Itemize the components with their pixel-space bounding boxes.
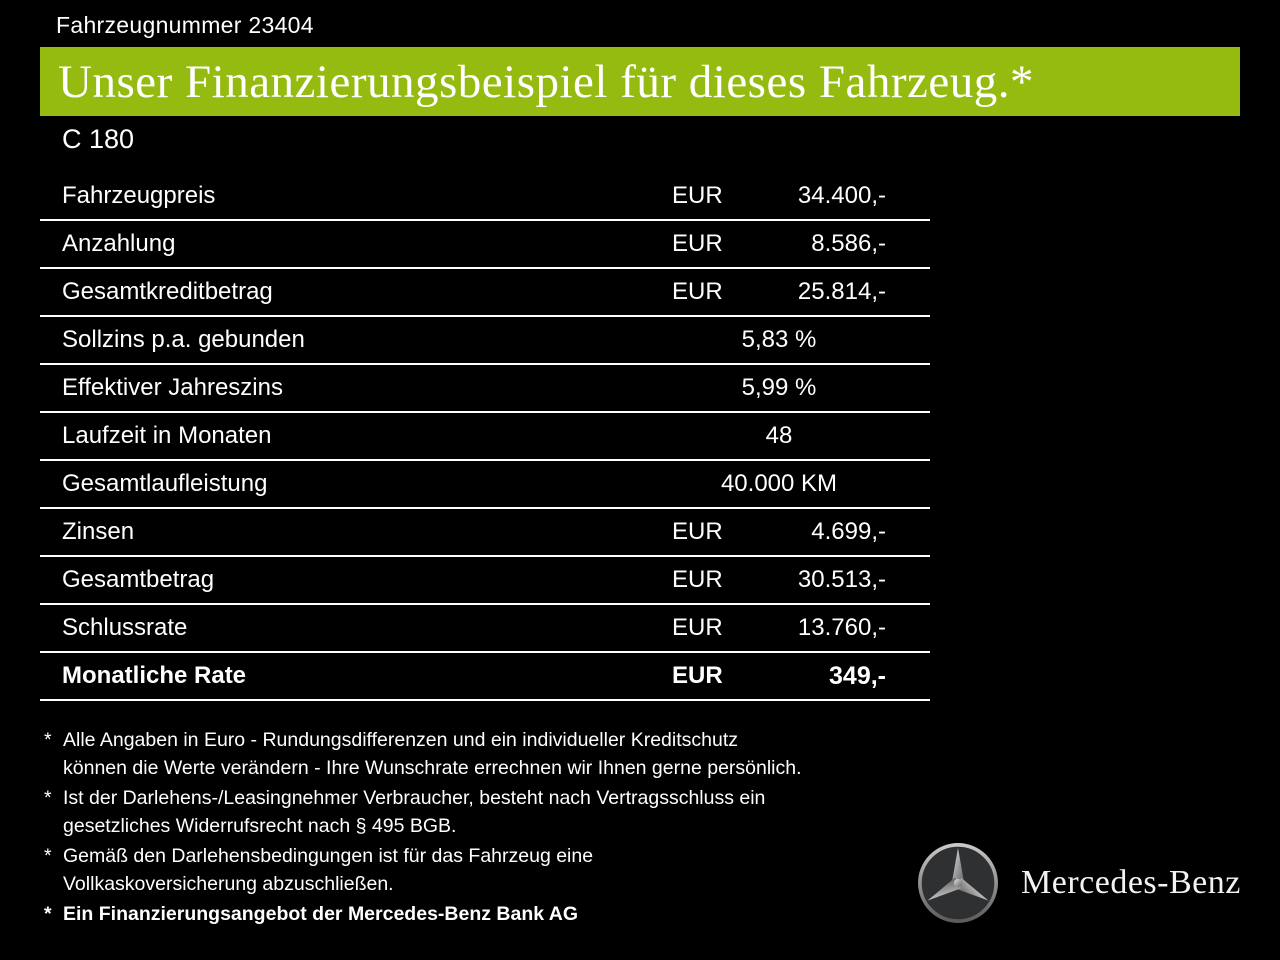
page-title: Unser Finanzierungsbeispiel für dieses F… [58, 55, 1034, 108]
mercedes-star-icon [918, 843, 998, 923]
row-currency: EUR [672, 278, 723, 305]
row-currency: EUR [672, 518, 723, 545]
row-label: Anzahlung [62, 230, 176, 257]
table-row-gesamtbetrag: Gesamtbetrag EUR 30.513,- [40, 557, 930, 605]
footnote-line: Alle Angaben in Euro - Rundungsdifferenz… [63, 729, 738, 751]
footnote-bank: * Ein Finanzierungsangebot der Mercedes-… [44, 901, 802, 929]
row-label: Laufzeit in Monaten [62, 422, 272, 449]
row-value: 25.814,- [797, 278, 886, 305]
row-value: 34.400,- [797, 182, 886, 209]
row-currency: EUR [672, 230, 723, 257]
row-label: Sollzins p.a. gebunden [62, 326, 305, 353]
asterisk-marker: * [44, 845, 52, 867]
table-row-anzahlung: Anzahlung EUR 8.586,- [40, 221, 930, 269]
footnote-line: können die Werte verändern - Ihre Wunsch… [63, 756, 802, 779]
row-currency: EUR [672, 662, 723, 689]
row-value: 5,99 % [741, 374, 817, 401]
row-label: Gesamtbetrag [62, 566, 215, 593]
footnote-text: Gemäß den Darlehensbedingungen ist für d… [63, 843, 593, 898]
row-value: 40.000 KM [720, 470, 838, 497]
footnote-line: Gemäß den Darlehensbedingungen ist für d… [63, 845, 594, 867]
table-row-sollzins: Sollzins p.a. gebunden 5,83 % [40, 317, 930, 365]
asterisk-marker: * [44, 787, 52, 809]
footnote-text: Alle Angaben in Euro - Rundungsdifferenz… [63, 727, 802, 782]
row-value: 13.760,- [797, 614, 886, 641]
table-row-fahrzeugpreis: Fahrzeugpreis EUR 34.400,- [40, 173, 930, 221]
vehicle-model: C 180 [62, 124, 135, 154]
footnote-text: Ist der Darlehens-/Leasingnehmer Verbrau… [63, 785, 765, 840]
row-value: 5,83 % [741, 326, 817, 353]
row-value: 48 [765, 422, 793, 449]
financing-table: Fahrzeugpreis EUR 34.400,- Anzahlung EUR… [40, 173, 930, 701]
row-label: Zinsen [62, 518, 135, 545]
row-label: Fahrzeugpreis [62, 182, 216, 209]
footnotes: * Alle Angaben in Euro - Rundungsdiffere… [44, 727, 802, 932]
row-label: Effektiver Jahreszins [62, 374, 283, 401]
row-label: Gesamtkreditbetrag [62, 278, 273, 305]
row-label: Gesamtlaufleistung [62, 470, 268, 497]
table-row-effektiver-jahreszins: Effektiver Jahreszins 5,99 % [40, 365, 930, 413]
table-row-gesamtkreditbetrag: Gesamtkreditbetrag EUR 25.814,- [40, 269, 930, 317]
footnote-widerrufsrecht: * Ist der Darlehens-/Leasingnehmer Verbr… [44, 785, 802, 840]
table-row-monatliche-rate: Monatliche Rate EUR 349,- [40, 653, 930, 701]
row-label: Schlussrate [62, 614, 188, 641]
footnote-line: Vollkaskoversicherung abzuschließen. [63, 872, 394, 895]
row-value: 349,- [829, 661, 886, 690]
row-value: 30.513,- [797, 566, 886, 593]
row-currency: EUR [672, 182, 723, 209]
footnote-line: gesetzliches Widerrufsrecht nach § 495 B… [63, 814, 457, 837]
brand-area: Mercedes-Benz [917, 842, 1241, 924]
row-value: 4.699,- [811, 518, 886, 545]
row-value: 8.586,- [811, 230, 886, 257]
table-row-gesamtlaufleistung: Gesamtlaufleistung 40.000 KM [40, 461, 930, 509]
asterisk-marker: * [44, 903, 52, 925]
brand-wordmark: Mercedes-Benz [1021, 864, 1241, 901]
footnote-vollkasko: * Gemäß den Darlehensbedingungen ist für… [44, 843, 802, 898]
table-row-laufzeit: Laufzeit in Monaten 48 [40, 413, 930, 461]
row-currency: EUR [672, 614, 723, 641]
asterisk-marker: * [44, 729, 52, 751]
footnote-rounding: * Alle Angaben in Euro - Rundungsdiffere… [44, 727, 802, 782]
vehicle-number: Fahrzeugnummer 23404 [56, 12, 314, 38]
row-label: Monatliche Rate [62, 662, 247, 689]
footnote-line: Ist der Darlehens-/Leasingnehmer Verbrau… [63, 787, 766, 809]
footnote-text: Ein Finanzierungsangebot der Mercedes-Be… [63, 901, 578, 929]
table-row-schlussrate: Schlussrate EUR 13.760,- [40, 605, 930, 653]
row-currency: EUR [672, 566, 723, 593]
footnote-line: Ein Finanzierungsangebot der Mercedes-Be… [63, 903, 579, 925]
title-banner: Unser Finanzierungsbeispiel für dieses F… [40, 47, 1240, 116]
table-row-zinsen: Zinsen EUR 4.699,- [40, 509, 930, 557]
